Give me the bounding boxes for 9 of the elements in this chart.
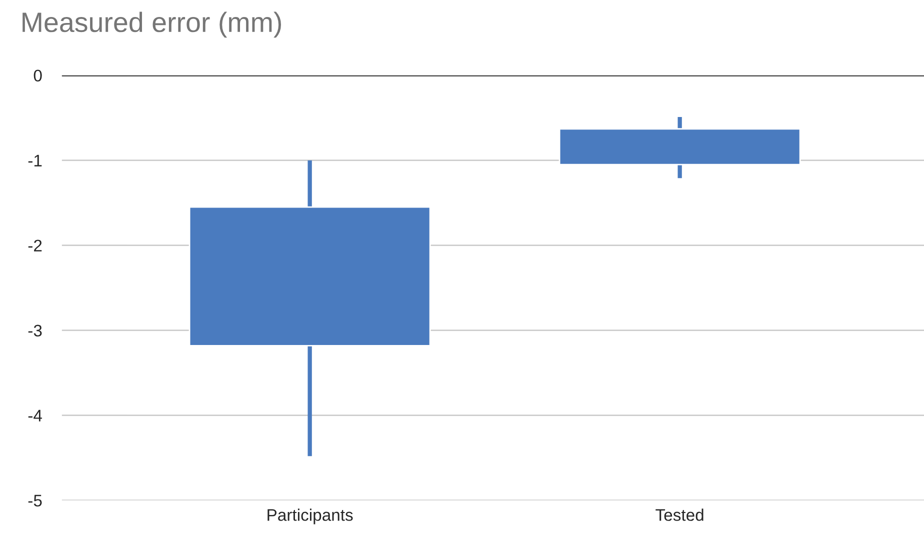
y-tick-label: 0 xyxy=(34,70,42,82)
y-tick-label: -5 xyxy=(28,494,42,507)
x-tick-label: Tested xyxy=(656,508,704,521)
y-tick-label: -3 xyxy=(28,324,42,337)
y-tick-label: -1 xyxy=(28,154,42,166)
x-tick-label: Participants xyxy=(268,508,353,524)
y-tick-label: -4 xyxy=(28,410,42,422)
chart-title: Measured error (mm) xyxy=(22,12,281,38)
y-tick-label: -2 xyxy=(28,240,42,252)
